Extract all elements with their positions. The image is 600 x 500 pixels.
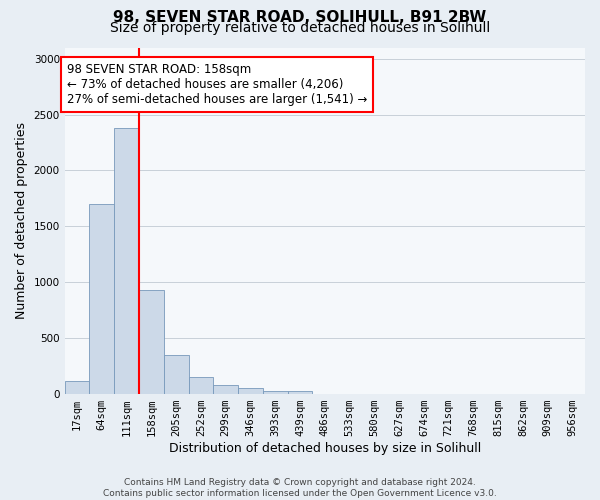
X-axis label: Distribution of detached houses by size in Solihull: Distribution of detached houses by size … [169, 442, 481, 455]
Bar [89, 204, 114, 394]
Bar [114, 128, 139, 394]
Text: 98 SEVEN STAR ROAD: 158sqm
← 73% of detached houses are smaller (4,206)
27% of s: 98 SEVEN STAR ROAD: 158sqm ← 73% of deta… [67, 63, 367, 106]
Bar [65, 380, 89, 394]
Bar [263, 390, 287, 394]
Bar [238, 388, 263, 394]
Text: 98, SEVEN STAR ROAD, SOLIHULL, B91 2BW: 98, SEVEN STAR ROAD, SOLIHULL, B91 2BW [113, 10, 487, 25]
Bar [188, 377, 214, 394]
Y-axis label: Number of detached properties: Number of detached properties [15, 122, 28, 320]
Text: Size of property relative to detached houses in Solihull: Size of property relative to detached ho… [110, 21, 490, 35]
Bar [287, 390, 313, 394]
Bar [214, 385, 238, 394]
Text: Contains HM Land Registry data © Crown copyright and database right 2024.
Contai: Contains HM Land Registry data © Crown c… [103, 478, 497, 498]
Bar [139, 290, 164, 394]
Bar [164, 355, 188, 394]
